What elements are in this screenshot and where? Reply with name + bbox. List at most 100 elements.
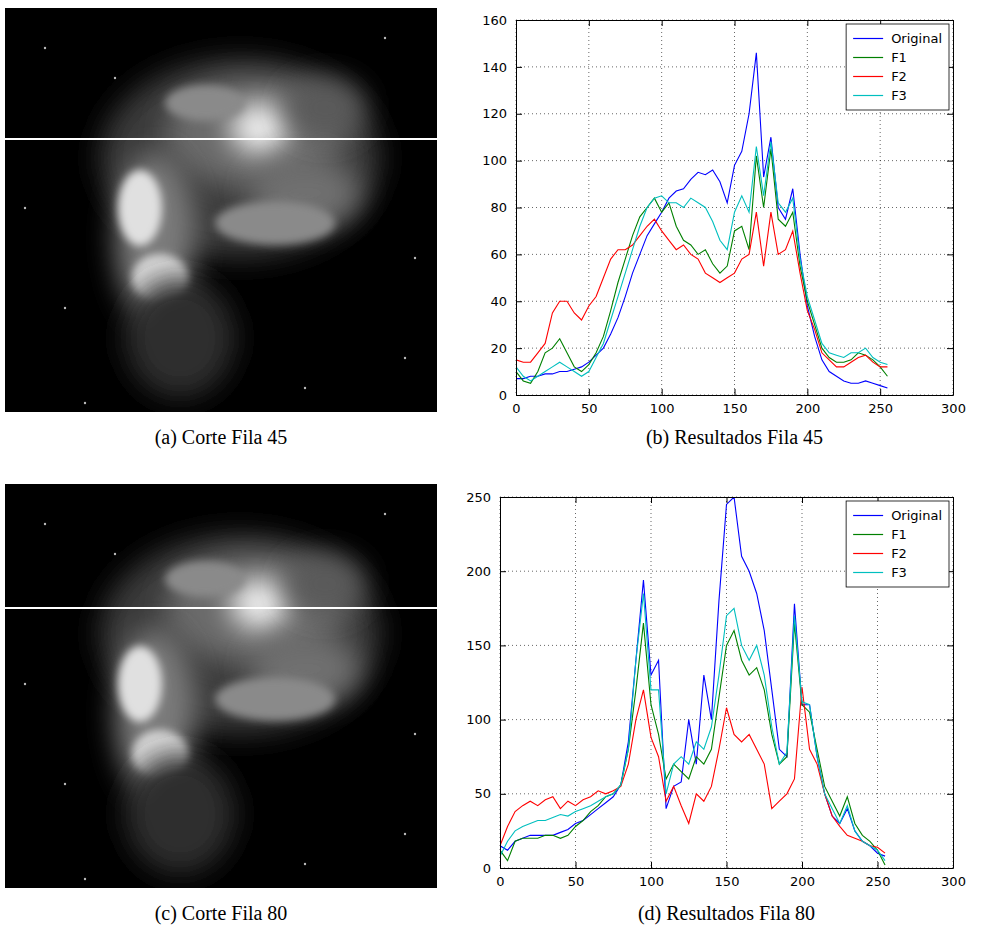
tick-mark: [947, 645, 953, 646]
tick: [735, 20, 736, 26]
star: [44, 47, 46, 49]
tick: 80: [490, 200, 522, 215]
tick: 140: [482, 60, 522, 75]
grid-line: [807, 20, 808, 395]
star: [114, 553, 116, 555]
tick-mark: [947, 114, 953, 115]
tick-label: 50: [581, 401, 598, 416]
grid-line: [516, 301, 953, 302]
grid-line: [726, 497, 727, 868]
legend-label: Original: [891, 31, 942, 46]
tick-mark: [947, 868, 953, 869]
axis-line: [953, 21, 954, 396]
tick-mark: [802, 497, 803, 503]
tick-mark: [880, 389, 881, 395]
grid-line: [500, 793, 953, 794]
image-panel: [5, 484, 437, 888]
star: [64, 307, 66, 309]
tick: [947, 720, 953, 721]
galaxy-glow: [125, 278, 235, 398]
tick: [576, 497, 577, 503]
tick-label: 150: [715, 874, 740, 889]
tick-label: 150: [723, 401, 748, 416]
tick: 150: [466, 638, 506, 653]
chart: 050100150200250300020406080100120140160O…: [482, 13, 966, 417]
grid-line: [516, 207, 953, 208]
axis: 050100150200250300: [512, 389, 966, 416]
galaxy-glow: [125, 754, 235, 874]
tick-label: 100: [639, 874, 664, 889]
series-line: [500, 687, 885, 853]
tick-mark: [807, 20, 808, 26]
tick-label: 200: [466, 564, 491, 579]
tick-mark: [500, 571, 506, 572]
tick-label: 20: [490, 341, 507, 356]
tick-label: 50: [568, 874, 585, 889]
tick-label: 200: [795, 401, 820, 416]
tick-label: 140: [482, 60, 507, 75]
grid-line: [734, 20, 735, 395]
galaxy-glow: [215, 201, 335, 245]
legend-swatch: [853, 95, 883, 96]
tick: 200: [790, 862, 815, 889]
axis: 050100150200250: [466, 490, 506, 876]
star: [64, 783, 66, 785]
tick-mark: [947, 348, 953, 349]
legend-box: [846, 24, 949, 110]
tick-mark: [516, 208, 522, 209]
galaxy-glow: [285, 554, 365, 614]
tick-mark: [947, 395, 953, 396]
tick-mark: [500, 868, 506, 869]
tick-mark: [947, 20, 953, 21]
axis: 050100150200250300: [496, 862, 966, 889]
tick-label: 0: [512, 401, 520, 416]
star: [384, 513, 386, 515]
legend-entry: F2: [853, 546, 907, 561]
legend-box: [846, 501, 949, 587]
tick: 150: [723, 389, 748, 416]
tick-mark: [947, 208, 953, 209]
tick-label: 250: [466, 490, 491, 505]
tick-mark: [516, 67, 522, 68]
star: [44, 523, 46, 525]
tick-mark: [516, 254, 522, 255]
tick-mark: [516, 348, 522, 349]
tick: 200: [795, 389, 820, 416]
tick-mark: [516, 20, 522, 21]
tick: [947, 348, 953, 349]
legend-label: F2: [891, 546, 907, 561]
axis-line: [500, 498, 501, 869]
legend-swatch: [853, 38, 883, 39]
tick-label: 80: [490, 200, 507, 215]
tick: 200: [466, 564, 506, 579]
tick-label: 100: [482, 153, 507, 168]
tick-label: 0: [499, 388, 507, 403]
tick-mark: [516, 301, 522, 302]
tick: [947, 161, 953, 162]
cut-line: [5, 607, 437, 609]
caption: (a) Corte Fila 45: [155, 426, 288, 449]
tick: 250: [866, 862, 891, 889]
tick: 40: [490, 294, 522, 309]
grid-line: [516, 160, 953, 161]
star: [84, 402, 86, 404]
series-line: [516, 149, 887, 383]
tick: [947, 208, 953, 209]
tick: 100: [639, 862, 664, 889]
tick: 20: [490, 341, 522, 356]
legend: OriginalF1F2F3: [846, 24, 949, 110]
star: [414, 257, 416, 259]
tick-mark: [727, 862, 728, 868]
legend-swatch: [853, 515, 883, 516]
legend-swatch: [853, 553, 883, 554]
tick-mark: [516, 161, 522, 162]
tick: [651, 497, 652, 503]
tick-mark: [735, 20, 736, 26]
axis: 020406080100120140160: [482, 13, 522, 403]
tick-mark: [947, 161, 953, 162]
tick-mark: [662, 389, 663, 395]
tick-label: 0: [496, 874, 504, 889]
legend: OriginalF1F2F3: [846, 501, 949, 587]
series-group: [500, 497, 885, 865]
tick: 0: [483, 861, 506, 876]
